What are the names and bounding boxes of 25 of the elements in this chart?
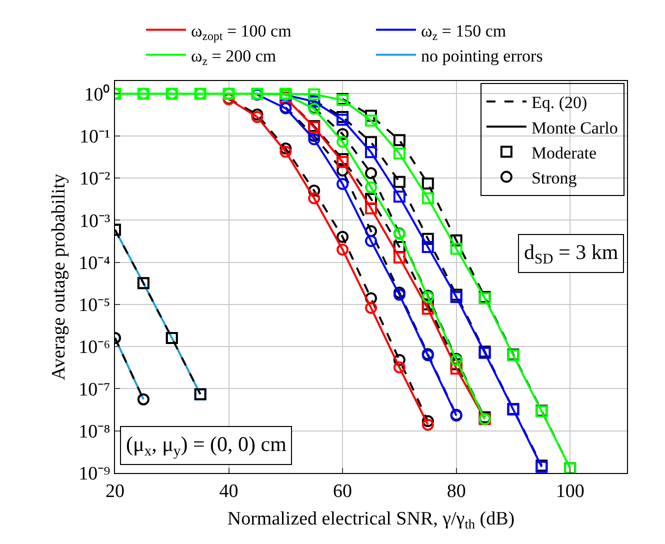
- legend-label: ω$_{z}$$_{opt}$ = 100 cm: [191, 21, 292, 43]
- legend-label: Eq. (20): [531, 93, 588, 112]
- legend-label: Moderate: [531, 143, 597, 162]
- y-tick-label: 10⁻⁷: [78, 379, 110, 400]
- y-axis-title: Average outage probability: [48, 173, 70, 380]
- legend-label: Strong: [531, 168, 578, 188]
- y-tick-label: 10⁰: [84, 83, 110, 106]
- y-tick-label: 10⁻⁶: [78, 337, 110, 358]
- x-tick-label: 80: [446, 480, 466, 502]
- y-tick-label: 10⁻⁸: [78, 422, 110, 442]
- x-tick-label: 40: [219, 480, 238, 502]
- legend-label: no pointing errors: [421, 46, 543, 66]
- y-tick-label: 10⁻²: [79, 168, 110, 190]
- y-tick-label: 10⁻⁵: [78, 295, 110, 316]
- x-tick-label: 100: [556, 480, 584, 502]
- y-tick-label: 10⁻⁴: [78, 252, 111, 274]
- x-axis-title: Normalized electrical SNR, γ/γ$_{th}$ (dB): [227, 508, 515, 532]
- x-tick-label: 60: [333, 480, 352, 502]
- y-tick-label: 10⁻¹: [79, 126, 110, 148]
- annotation: d$_{SD}$ = 3 km: [524, 240, 618, 268]
- annotation: (μ$_{x}$, μ$_{y}$) = (0, 0) cm: [126, 432, 286, 460]
- legend-label: Monte Carlo: [531, 118, 618, 138]
- y-tick-label: 10⁻³: [79, 210, 110, 232]
- legend-label: ω$_{z}$ = 200 cm: [191, 46, 276, 68]
- legend-label: ω$_{z}$ = 150 cm: [421, 21, 506, 43]
